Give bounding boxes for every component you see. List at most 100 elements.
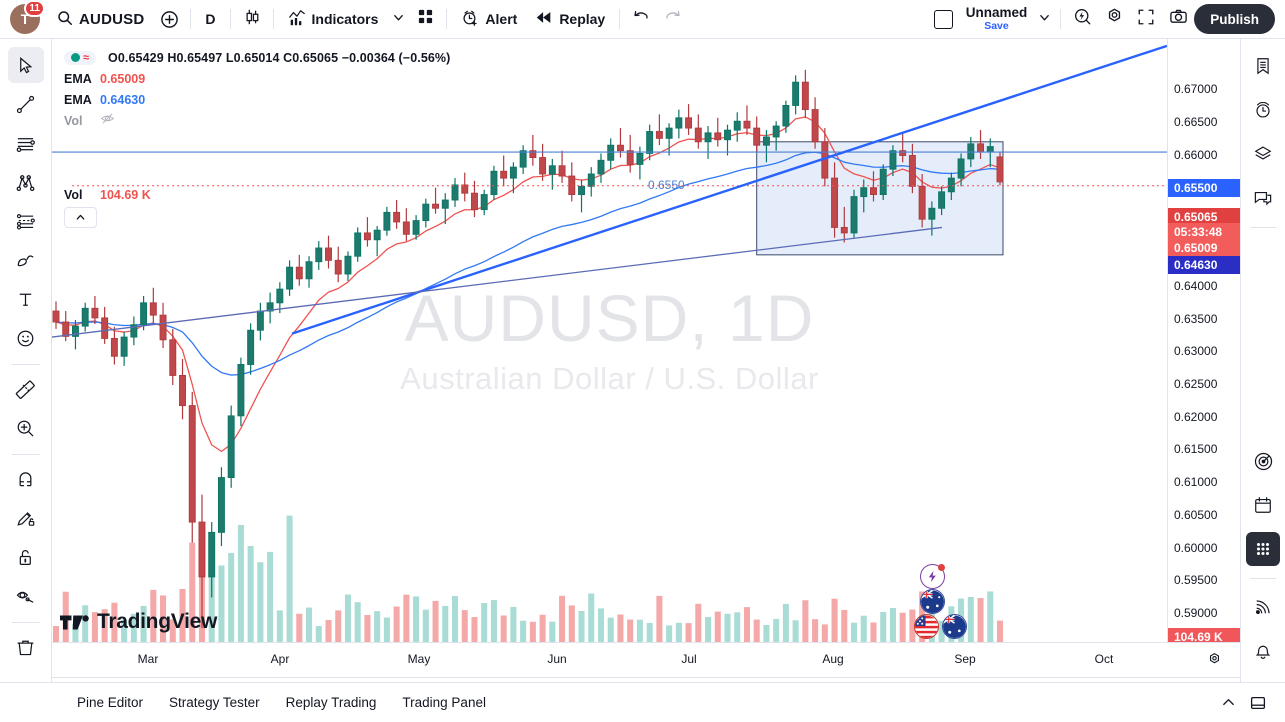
alert-button[interactable]: Alert bbox=[452, 4, 526, 34]
volume-bar bbox=[286, 515, 293, 642]
volume-bar bbox=[568, 605, 575, 642]
volume-bar bbox=[685, 623, 692, 642]
fullscreen-button[interactable] bbox=[1130, 4, 1162, 34]
alerts-clock-icon[interactable] bbox=[1246, 93, 1280, 127]
legend-ohlc-row[interactable]: ≈ O0.65429 H0.65497 L0.65014 C0.65065 −0… bbox=[64, 47, 450, 68]
volume-bar bbox=[812, 619, 819, 642]
volume-bar bbox=[354, 602, 361, 642]
legend-volume-pane[interactable]: Vol 104.69 K bbox=[64, 184, 151, 205]
chart-type-button[interactable] bbox=[236, 4, 268, 34]
add-symbol-button[interactable] bbox=[153, 4, 185, 34]
chat-icon[interactable] bbox=[1246, 181, 1280, 215]
candle-body bbox=[451, 184, 459, 201]
interval-selector[interactable]: D bbox=[196, 4, 224, 34]
data-window-icon[interactable] bbox=[1246, 137, 1280, 171]
horizontal-lines-tool[interactable] bbox=[8, 125, 44, 161]
volume-value: 104.69 K bbox=[100, 187, 151, 202]
price-axis-tick: 0.63500 bbox=[1174, 312, 1218, 326]
snapshot-button[interactable] bbox=[1162, 4, 1194, 34]
layout-menu-button[interactable] bbox=[1033, 4, 1055, 34]
candle-body bbox=[188, 405, 196, 523]
lock-drawings-tool[interactable] bbox=[8, 539, 44, 575]
ema-fast-label: EMA bbox=[64, 71, 92, 86]
calendar-icon[interactable] bbox=[1246, 488, 1280, 522]
quick-search-button[interactable] bbox=[1066, 4, 1098, 34]
save-link: Save bbox=[984, 19, 1009, 32]
pitchfork-tool[interactable] bbox=[8, 164, 44, 200]
bottom-tab-pine-editor[interactable]: Pine Editor bbox=[77, 695, 144, 710]
volume-bar bbox=[646, 622, 653, 642]
time-axis[interactable]: Mar Apr May Jun Jul Aug Sep Oct bbox=[52, 642, 1240, 677]
publish-button[interactable]: Publish bbox=[1194, 4, 1275, 34]
apps-grid-icon[interactable] bbox=[1246, 532, 1280, 566]
bottom-tab-replay-trading[interactable]: Replay Trading bbox=[285, 695, 377, 710]
chart-plot-area[interactable]: AUDUSD, 1D Australian Dollar / U.S. Doll… bbox=[52, 39, 1167, 642]
bottom-tab-trading-panel[interactable]: Trading Panel bbox=[402, 695, 486, 710]
volume-bar bbox=[597, 608, 605, 642]
candle-body bbox=[655, 131, 663, 139]
trend-line-tool[interactable] bbox=[8, 86, 44, 122]
price-axis[interactable]: 0.67000 0.66500 0.66000 0.65500 0.65065 05:33… bbox=[1167, 39, 1241, 654]
measure-tool[interactable] bbox=[8, 371, 44, 407]
left-drawing-toolbar bbox=[0, 39, 52, 722]
indicators-dropdown[interactable] bbox=[387, 4, 409, 34]
volume-bar bbox=[860, 615, 867, 642]
right-sidebar bbox=[1240, 39, 1285, 722]
legend-volume-hidden[interactable]: Vol bbox=[64, 110, 450, 131]
candle-body bbox=[967, 143, 975, 160]
templates-button[interactable] bbox=[409, 4, 441, 34]
brush-tool[interactable] bbox=[8, 242, 44, 278]
redo-button[interactable] bbox=[657, 4, 689, 34]
volume-bar bbox=[296, 613, 303, 642]
legend-ema-fast[interactable]: EMA 0.65009 bbox=[64, 68, 450, 89]
toolbar-divider bbox=[229, 9, 231, 29]
symbol-search[interactable]: AUDUSD bbox=[48, 4, 153, 34]
candle-body bbox=[792, 81, 800, 106]
notifications-bell-icon[interactable] bbox=[1246, 634, 1280, 668]
candle-body bbox=[383, 211, 391, 231]
remove-drawings-tool[interactable] bbox=[8, 629, 44, 665]
volume-bar bbox=[315, 626, 322, 642]
volume-bar bbox=[987, 591, 994, 642]
maximize-panel-button[interactable] bbox=[1243, 689, 1273, 717]
expand-panel-button[interactable] bbox=[1213, 689, 1243, 717]
indicators-button[interactable]: Indicators bbox=[279, 4, 388, 34]
volume-bar bbox=[656, 595, 663, 642]
user-avatar[interactable]: T 11 bbox=[10, 0, 45, 34]
broadcast-icon[interactable] bbox=[1246, 590, 1280, 624]
candle-body bbox=[169, 339, 177, 376]
emoji-tool[interactable] bbox=[8, 320, 44, 356]
volume-label: Vol bbox=[64, 187, 83, 202]
replay-button[interactable]: Replay bbox=[526, 4, 614, 34]
magnet-tool[interactable] bbox=[8, 461, 44, 497]
interval-label: D bbox=[205, 11, 216, 27]
undo-button[interactable] bbox=[625, 4, 657, 34]
candle-body bbox=[140, 302, 148, 326]
cursor-tool[interactable] bbox=[7, 47, 44, 83]
event-marker-usd-flag[interactable] bbox=[914, 614, 939, 639]
event-marker-lightning[interactable] bbox=[920, 564, 945, 589]
hide-drawings-tool[interactable] bbox=[8, 578, 44, 614]
layout-mode-button[interactable] bbox=[928, 4, 960, 34]
text-tool[interactable] bbox=[8, 281, 44, 317]
layout-save-block[interactable]: Unnamed Save bbox=[960, 6, 1034, 31]
zoom-in-tool[interactable] bbox=[8, 410, 44, 446]
drawing-mode-tool[interactable] bbox=[8, 500, 44, 536]
settings-button[interactable] bbox=[1098, 4, 1130, 34]
event-marker-aud-flag[interactable] bbox=[920, 589, 945, 614]
event-marker-aud-flag-secondary[interactable] bbox=[942, 614, 967, 639]
ema-slow-line bbox=[55, 151, 1001, 376]
fib-retracement-tool[interactable] bbox=[8, 203, 44, 239]
volume-bar bbox=[549, 621, 556, 642]
ideas-icon[interactable] bbox=[1246, 444, 1280, 478]
hidden-eye-icon[interactable] bbox=[100, 111, 115, 131]
toolbar-divider bbox=[11, 622, 40, 623]
legend-ema-slow[interactable]: EMA 0.64630 bbox=[64, 89, 450, 110]
time-axis-settings-icon[interactable] bbox=[1207, 652, 1222, 672]
collapse-pane-button[interactable] bbox=[64, 207, 97, 228]
volume-bar bbox=[724, 613, 731, 642]
bottom-tab-strategy-tester[interactable]: Strategy Tester bbox=[169, 695, 260, 710]
watchlist-icon[interactable] bbox=[1246, 49, 1280, 83]
candle-body bbox=[52, 310, 60, 323]
